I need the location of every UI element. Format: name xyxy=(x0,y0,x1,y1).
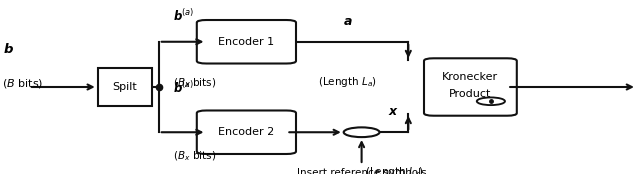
Text: Spilt: Spilt xyxy=(113,82,137,92)
Text: Encoder 2: Encoder 2 xyxy=(218,127,275,137)
Text: $\boldsymbol{b}^{(x)}$: $\boldsymbol{b}^{(x)}$ xyxy=(173,80,194,96)
FancyBboxPatch shape xyxy=(197,20,296,64)
Circle shape xyxy=(477,97,505,105)
FancyBboxPatch shape xyxy=(424,58,517,116)
Text: $(B_a\ \mathrm{bits})$: $(B_a\ \mathrm{bits})$ xyxy=(173,77,216,90)
Text: $\boldsymbol{x}$: $\boldsymbol{x}$ xyxy=(388,105,399,118)
Text: $(B\ \mathrm{bits})$: $(B\ \mathrm{bits})$ xyxy=(2,77,44,90)
Text: (Length $L_x$): (Length $L_x$) xyxy=(365,165,423,174)
Text: $(B_x\ \mathrm{bits})$: $(B_x\ \mathrm{bits})$ xyxy=(173,150,216,163)
FancyBboxPatch shape xyxy=(197,110,296,154)
Text: $\boldsymbol{b}^{(a)}$: $\boldsymbol{b}^{(a)}$ xyxy=(173,9,194,24)
Text: Encoder 1: Encoder 1 xyxy=(218,37,275,47)
Text: Insert reference symbols: Insert reference symbols xyxy=(297,168,426,174)
Text: Kronecker: Kronecker xyxy=(442,72,499,82)
Bar xyxy=(97,68,152,106)
Text: (Length $L_a$): (Length $L_a$) xyxy=(318,75,377,89)
Text: $\boldsymbol{a}$: $\boldsymbol{a}$ xyxy=(342,15,352,28)
Circle shape xyxy=(344,127,380,137)
Text: $\boldsymbol{b}$: $\boldsymbol{b}$ xyxy=(3,42,14,56)
Text: Product: Product xyxy=(449,89,492,99)
